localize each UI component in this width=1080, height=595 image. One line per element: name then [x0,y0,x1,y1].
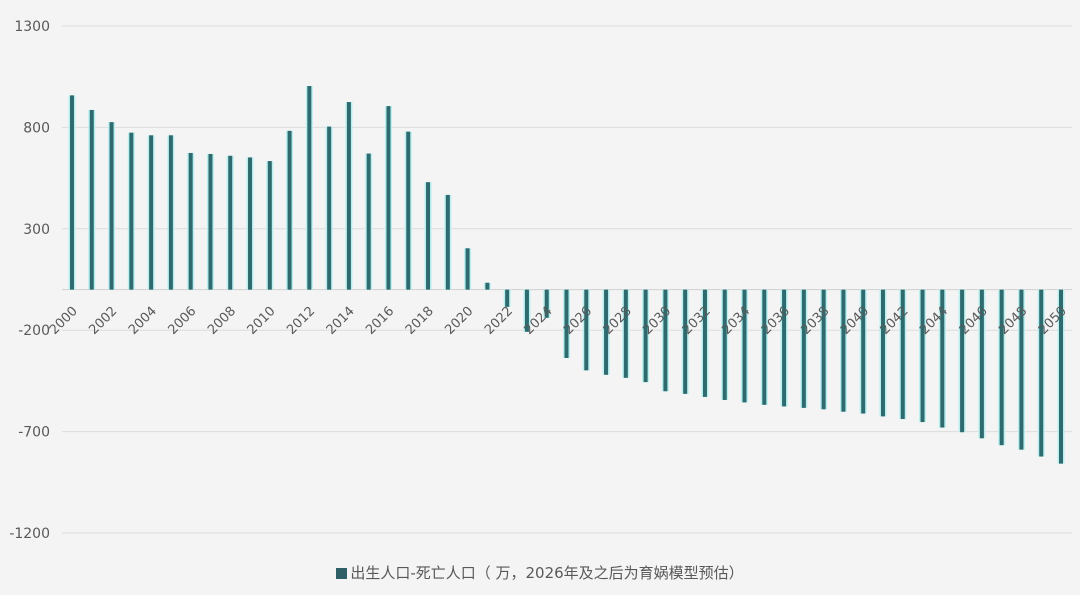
x-axis: 2000 2002 2004 2006 2008 2010 2012 2014 2016 2018… [47,304,1070,338]
bar [188,152,193,290]
bar [782,289,787,407]
x-tick-label: 2016 [363,304,397,338]
bars [68,86,1065,464]
bar [623,289,628,378]
x-tick-label: 2014 [324,304,358,338]
bar [999,289,1004,446]
bar [1039,289,1044,457]
bar [900,289,905,420]
bar [584,289,589,371]
bar [564,289,569,358]
bar [683,289,688,394]
bar [485,282,490,290]
bar [643,289,648,383]
bar [287,130,292,290]
bar [742,289,747,403]
bar [386,106,391,290]
x-tick-label: 2010 [245,304,279,338]
x-tick-label: 2002 [86,304,120,338]
x-tick-label: 2020 [442,304,476,338]
x-tick-label: 2000 [47,304,81,338]
y-tick-label: -700 [18,425,50,441]
y-axis: 1300 800 300 -200 -700 -1200 [9,19,50,542]
bar [129,132,134,290]
bar [366,153,371,290]
bar [346,102,351,290]
x-tick-label: 2012 [284,304,318,338]
bar [168,135,173,290]
x-tick-label: 2004 [126,304,160,338]
bar [861,289,866,414]
bar [841,289,846,412]
bar [505,289,510,307]
y-tick-label: 800 [23,120,50,136]
legend-swatch [336,568,348,579]
bar [920,289,925,423]
bar [880,289,885,417]
legend-label: 出生人口-死亡人口（ 万，2026年及之后为育娲模型预估） [350,564,744,582]
y-tick-label: 300 [23,222,50,238]
bar [248,157,253,290]
bar [445,194,450,290]
y-tick-label: -200 [18,323,50,339]
bar [465,248,470,290]
bar [524,289,529,332]
bar [762,289,767,405]
y-tick-label: -1200 [9,526,50,542]
bar [267,161,272,290]
bar [228,155,233,290]
bar [327,126,332,290]
bar [426,182,431,290]
bar [89,109,94,290]
bar [1059,289,1063,464]
bar [109,122,114,290]
bar [801,289,806,408]
x-tick-label: 2022 [482,304,516,338]
x-tick-label: 2018 [403,304,437,338]
x-tick-label: 2006 [166,304,200,338]
bar [1019,289,1024,450]
bar [663,289,668,392]
bar [208,153,213,290]
x-tick-label: 2008 [205,304,239,338]
bar [702,289,707,397]
bar [960,289,965,433]
y-tick-label: 1300 [14,19,50,35]
legend: 出生人口-死亡人口（ 万，2026年及之后为育娲模型预估） [0,562,1080,583]
bar [604,289,609,375]
bar [307,86,312,290]
bar [821,289,826,410]
bar [70,95,74,290]
bar [406,131,411,290]
bar [722,289,727,400]
bar [940,289,945,428]
bar [544,289,549,318]
bar [979,289,984,439]
bar [149,135,154,290]
